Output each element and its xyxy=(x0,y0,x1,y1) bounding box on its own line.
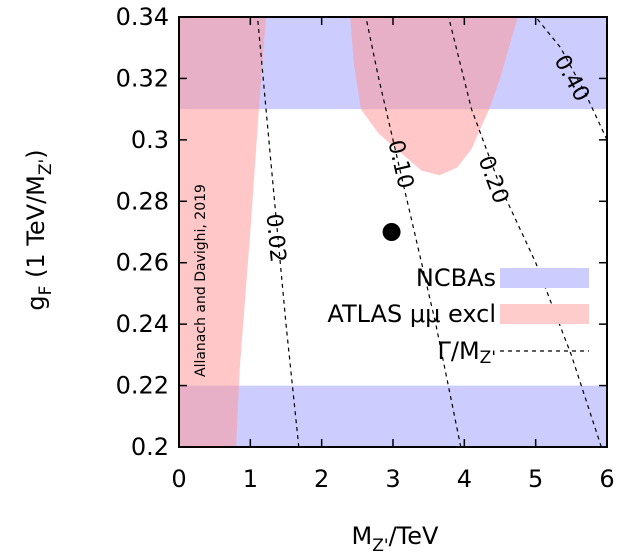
shaded-regions xyxy=(179,17,607,447)
y-tick-label: 0.26 xyxy=(116,249,169,277)
y-tick-label: 0.34 xyxy=(116,3,169,31)
contour-label-0.20: 0.20 xyxy=(473,152,514,207)
y-tick-label: 0.32 xyxy=(116,64,169,92)
x-axis-ticks: 0 1 2 3 4 5 6 xyxy=(171,17,615,493)
width-contours xyxy=(256,17,607,447)
x-tick-label: 6 xyxy=(599,465,614,493)
region-atlas xyxy=(350,17,518,176)
x-tick-label: 0 xyxy=(171,465,186,493)
region-atlas xyxy=(179,17,266,447)
width-contour-0.40 xyxy=(535,17,607,141)
x-tick-label: 2 xyxy=(314,465,329,493)
legend-swatch xyxy=(500,268,589,288)
x-tick-label: 4 xyxy=(457,465,472,493)
y-axis-ticks: 0.2 0.22 0.24 0.26 0.28 0.3 0.32 0.34 xyxy=(116,3,607,461)
y-tick-label: 0.3 xyxy=(131,126,169,154)
width-contour-0.02 xyxy=(256,17,300,447)
region-ncbas xyxy=(179,385,607,447)
y-tick-label: 0.2 xyxy=(131,433,169,461)
x-tick-label: 3 xyxy=(385,465,400,493)
credit-text: Allanach and Davighi, 2019 xyxy=(193,184,209,377)
x-axis-title: MZ'/TeV xyxy=(352,522,439,556)
legend-label: ATLAS μμ excl xyxy=(327,300,496,328)
width-contour-0.10 xyxy=(365,17,462,447)
x-tick-label: 1 xyxy=(243,465,258,493)
y-tick-label: 0.24 xyxy=(116,310,169,338)
legend: NCBAs ATLAS μμ excl Γ/MZ' xyxy=(327,264,589,368)
x-tick-label: 5 xyxy=(528,465,543,493)
contour-label-0.02: 0.02 xyxy=(261,213,290,264)
legend-label: Γ/MZ' xyxy=(438,337,497,368)
legend-swatch xyxy=(500,304,589,324)
benchmark-points xyxy=(382,223,401,241)
legend-label: NCBAs xyxy=(416,264,496,292)
width-contour-0.20 xyxy=(448,17,602,447)
y-axis-title: gF (1 TeV/MZ') xyxy=(22,149,56,310)
benchmark-point xyxy=(382,223,401,241)
y-tick-label: 0.22 xyxy=(116,372,169,400)
y-tick-label: 0.28 xyxy=(116,187,169,215)
